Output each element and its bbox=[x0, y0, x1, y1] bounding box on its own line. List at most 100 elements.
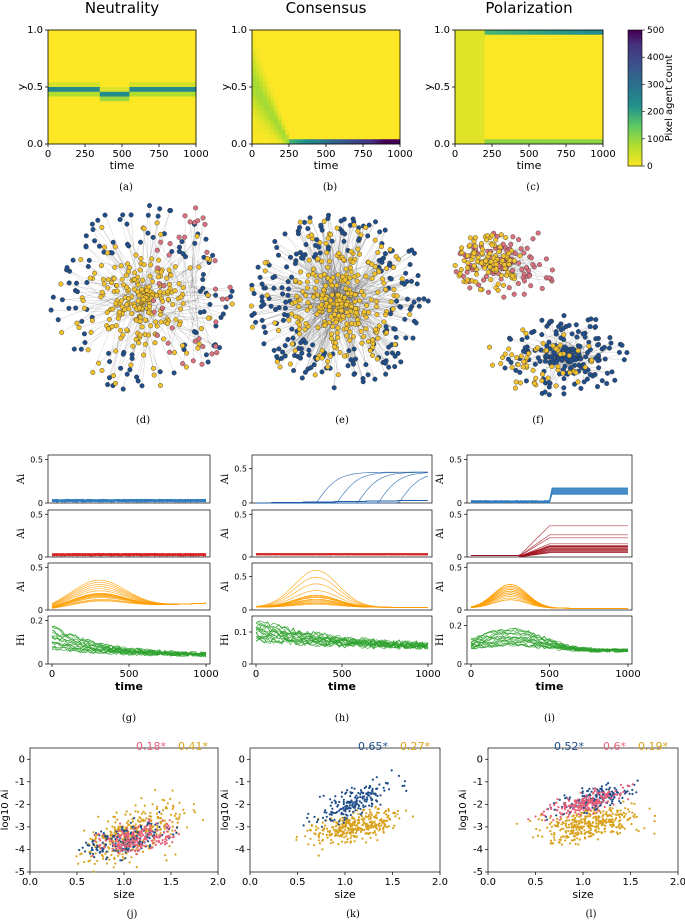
heatmap-cell bbox=[114, 34, 119, 40]
heatmap-cell bbox=[355, 72, 360, 78]
heatmap-cell bbox=[188, 44, 193, 50]
heatmap-cell bbox=[188, 134, 193, 140]
heatmap-cell bbox=[466, 106, 471, 112]
network-node bbox=[170, 302, 176, 308]
network-edge bbox=[299, 227, 335, 298]
heatmap-cell bbox=[318, 115, 323, 121]
heatmap-cell bbox=[192, 106, 197, 112]
heatmap-cell bbox=[166, 34, 171, 40]
heatmap-cell bbox=[355, 49, 360, 55]
heatmap-cell bbox=[285, 68, 290, 74]
heatmap-cell bbox=[314, 68, 319, 74]
heatmap-cell bbox=[129, 87, 134, 93]
heatmap-cell bbox=[381, 125, 386, 131]
heatmap-cell bbox=[70, 139, 75, 145]
network-node bbox=[249, 286, 255, 292]
colorbar-swatch bbox=[628, 161, 642, 165]
heatmap-cell bbox=[259, 77, 264, 83]
heatmap-cell bbox=[525, 63, 530, 69]
heatmap-cell bbox=[252, 110, 256, 116]
y-axis-label: y bbox=[219, 83, 232, 90]
heatmap-cell bbox=[55, 53, 60, 59]
heatmap-cell bbox=[129, 106, 134, 112]
heatmap-cell bbox=[580, 30, 585, 36]
heatmap-cell bbox=[318, 129, 323, 135]
network-node bbox=[343, 286, 349, 292]
heatmap-cell bbox=[159, 82, 163, 88]
heatmap-cell bbox=[329, 110, 334, 116]
heatmap-cell bbox=[377, 129, 382, 135]
heatmap-cell bbox=[514, 58, 519, 64]
heatmap-cell bbox=[292, 129, 297, 135]
heatmap-cell bbox=[469, 68, 474, 74]
heatmap-cell bbox=[81, 77, 86, 83]
heatmap-cell bbox=[351, 49, 356, 55]
network-node bbox=[196, 336, 202, 342]
heatmap-cell bbox=[584, 34, 589, 40]
network-node bbox=[302, 369, 308, 375]
heatmap-cell bbox=[536, 129, 541, 135]
heatmap-cell bbox=[274, 82, 279, 88]
heatmap-cell bbox=[73, 49, 78, 55]
network-node bbox=[194, 233, 200, 239]
heatmap-cell bbox=[359, 96, 364, 102]
heatmap-cell bbox=[140, 49, 145, 55]
network-edge bbox=[492, 269, 550, 279]
network-node bbox=[282, 231, 288, 237]
heatmap-cell bbox=[584, 106, 589, 112]
heatmap-cell bbox=[340, 134, 345, 140]
heatmap-cell bbox=[255, 96, 260, 102]
heatmap-cell bbox=[99, 120, 104, 126]
heatmap-cell bbox=[392, 134, 397, 140]
heatmap-cell bbox=[270, 63, 275, 69]
network-node bbox=[179, 343, 185, 349]
heatmap-cell bbox=[477, 110, 482, 116]
heatmap-cell bbox=[263, 110, 268, 116]
heatmap-cell bbox=[296, 44, 301, 50]
heatmap-cell bbox=[469, 39, 474, 45]
heatmap-cell bbox=[274, 44, 279, 50]
heatmap-cell bbox=[147, 120, 152, 126]
heatmap-cell bbox=[181, 34, 186, 40]
network-node bbox=[110, 306, 116, 312]
network-node bbox=[209, 351, 215, 357]
heatmap-cell bbox=[159, 129, 163, 135]
heatmap-cell bbox=[344, 68, 349, 74]
heatmap-cell bbox=[532, 49, 537, 55]
heatmap-cell bbox=[188, 58, 193, 64]
heatmap-cell bbox=[466, 101, 471, 107]
heatmap-cell bbox=[525, 77, 530, 83]
heatmap-cell bbox=[377, 68, 382, 74]
network-node bbox=[180, 361, 186, 367]
heatmap-cell bbox=[388, 110, 393, 116]
heatmap-cell bbox=[458, 115, 463, 121]
heatmap-cell bbox=[184, 120, 189, 126]
heatmap-cell bbox=[348, 63, 353, 69]
colorbar-swatch bbox=[628, 82, 642, 85]
heatmap-cell bbox=[466, 44, 471, 50]
heatmap-cell bbox=[81, 115, 86, 121]
network-edge bbox=[312, 238, 320, 295]
network-edge bbox=[323, 258, 399, 277]
heatmap-cell bbox=[392, 44, 397, 50]
heatmap-cell bbox=[543, 120, 548, 126]
heatmap-cell bbox=[81, 53, 86, 59]
heatmap-cell bbox=[184, 72, 189, 78]
heatmap-cell bbox=[374, 58, 379, 64]
network-node bbox=[150, 234, 156, 240]
network-node bbox=[388, 299, 394, 305]
heatmap-cell bbox=[162, 96, 167, 102]
heatmap-cell bbox=[517, 58, 522, 64]
network-node bbox=[119, 276, 125, 282]
heatmap-cell bbox=[562, 44, 567, 50]
heatmap-cell bbox=[355, 44, 360, 50]
heatmap-cell bbox=[569, 53, 574, 59]
heatmap-cell bbox=[99, 106, 104, 112]
heatmap-cell bbox=[333, 63, 338, 69]
heatmap-cell bbox=[77, 120, 82, 126]
heatmap-cell bbox=[181, 68, 186, 74]
heatmap-cell bbox=[81, 129, 86, 135]
heatmap-cell bbox=[540, 115, 545, 121]
heatmap-cell bbox=[147, 30, 152, 36]
